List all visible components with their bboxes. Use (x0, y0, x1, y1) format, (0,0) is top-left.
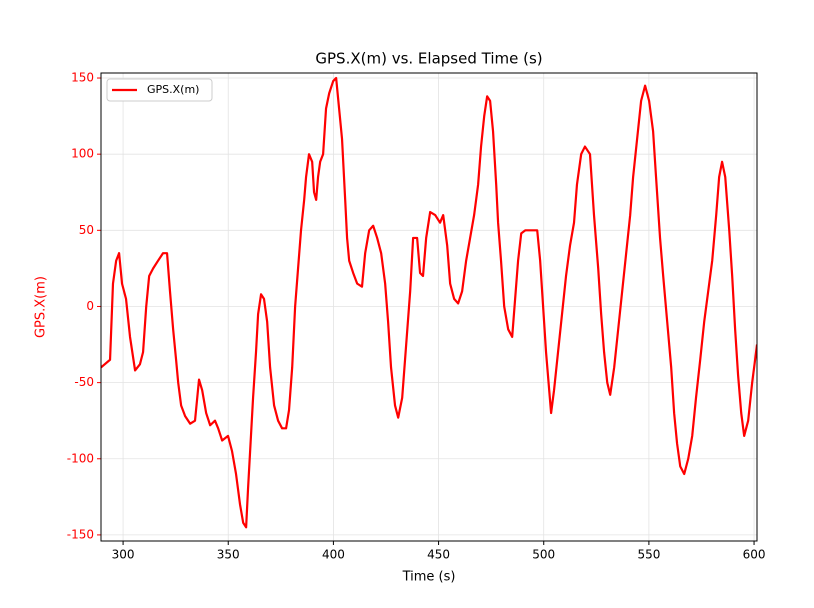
y-tick-label: 100 (71, 147, 94, 161)
y-tick-label: 50 (79, 223, 94, 237)
legend-label: GPS.X(m) (147, 83, 199, 96)
plot-frame (100, 72, 758, 542)
x-tick-label: 550 (637, 548, 660, 562)
chart-title: GPS.X(m) vs. Elapsed Time (s) (315, 50, 542, 68)
y-tick-label: -100 (67, 451, 94, 465)
x-axis-label: Time (s) (402, 570, 456, 585)
x-tick-label: 600 (743, 548, 766, 562)
y-tick-label: -150 (67, 527, 94, 541)
x-tick-label: 500 (532, 548, 555, 562)
y-axis-label: GPS.X(m) (34, 276, 49, 338)
x-tick-label: 400 (322, 548, 345, 562)
x-tick-label: 350 (217, 548, 240, 562)
legend-box (106, 78, 213, 102)
y-tick-label: 0 (86, 299, 94, 313)
x-tick-label: 300 (112, 548, 135, 562)
y-tick-label: 150 (71, 71, 94, 85)
y-tick-label: -50 (74, 375, 94, 389)
data-line (101, 76, 757, 529)
x-tick-label: 450 (427, 548, 450, 562)
